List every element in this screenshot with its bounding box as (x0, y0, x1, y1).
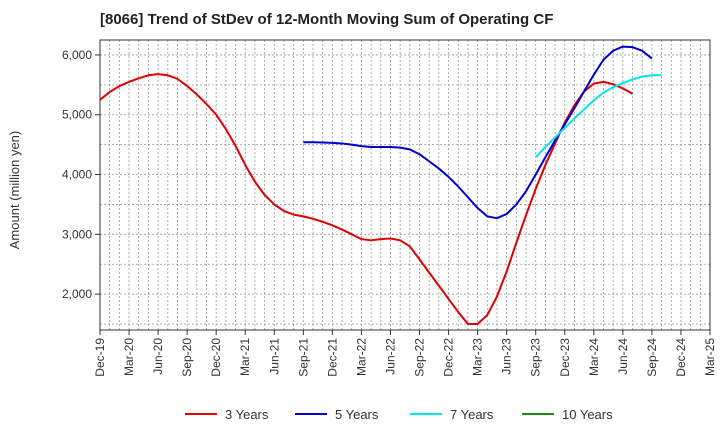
x-tick-label: Sep-22 (413, 338, 427, 377)
legend: 3 Years 5 Years 7 Years 10 Years (185, 407, 613, 422)
x-axis: Dec-19 Mar-20 Jun-20 Sep-20 Dec-20 Mar-21 Jun-… (93, 330, 717, 377)
x-tick-label: Sep-23 (529, 338, 543, 377)
y-tick-label: 5,000 (62, 108, 92, 122)
y-tick-label: 6,000 (62, 48, 92, 62)
x-tick-label: Dec-23 (558, 338, 572, 377)
x-tick-label: Dec-24 (674, 338, 688, 377)
x-tick-label: Dec-22 (442, 338, 456, 377)
y-axis: 2,000 3,000 4,000 5,000 6,000 (62, 48, 100, 301)
x-tick-label: Mar-21 (238, 338, 252, 376)
x-tick-label: Mar-24 (587, 338, 601, 376)
x-tick-label: Mar-22 (354, 338, 368, 376)
y-axis-label: Amount (million yen) (7, 131, 22, 250)
y-tick-label: 2,000 (62, 287, 92, 301)
x-tick-label: Jun-22 (383, 338, 397, 375)
x-tick-label: Sep-21 (296, 338, 310, 377)
series-line-7-years (534, 74, 662, 158)
x-tick-label: Sep-24 (645, 338, 659, 377)
series-line-5-years (303, 45, 653, 220)
x-tick-label: Jun-21 (267, 338, 281, 375)
x-tick-label: Dec-21 (325, 338, 339, 377)
x-tick-label: Jun-23 (500, 338, 514, 375)
x-tick-label: Jun-24 (616, 338, 630, 375)
legend-label: 3 Years (225, 407, 269, 422)
legend-label: 10 Years (562, 407, 613, 422)
chart-title: [8066] Trend of StDev of 12-Month Moving… (100, 11, 553, 28)
x-tick-label: Jun-20 (151, 338, 165, 375)
x-tick-label: Mar-20 (122, 338, 136, 376)
x-tick-label: Mar-25 (703, 338, 717, 376)
y-tick-label: 3,000 (62, 227, 92, 241)
x-tick-label: Sep-20 (180, 338, 194, 377)
y-tick-label: 4,000 (62, 168, 92, 182)
x-tick-label: Dec-20 (209, 338, 223, 377)
legend-label: 5 Years (335, 407, 379, 422)
grid (100, 40, 710, 330)
plot-area (99, 39, 711, 331)
legend-label: 7 Years (450, 407, 494, 422)
series-line-3-years (99, 73, 634, 326)
x-tick-label: Mar-23 (471, 338, 485, 376)
x-tick-label: Dec-19 (93, 338, 107, 377)
series-group (99, 45, 662, 326)
